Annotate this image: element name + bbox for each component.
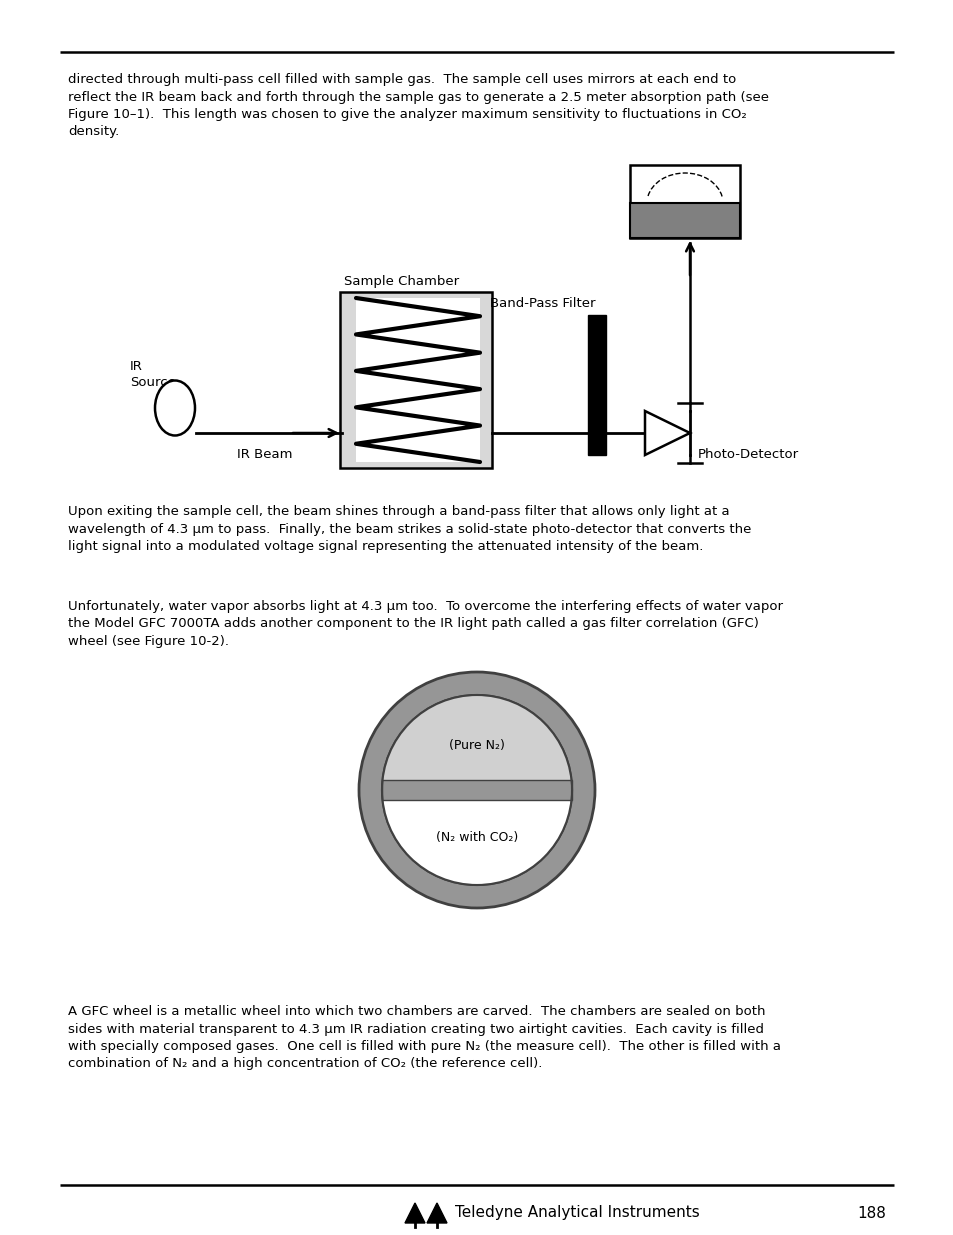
Text: wheel (see Figure 10-2).: wheel (see Figure 10-2). xyxy=(68,635,229,648)
Circle shape xyxy=(358,672,595,908)
Bar xyxy=(629,203,740,238)
Text: Teledyne Analytical Instruments: Teledyne Analytical Instruments xyxy=(455,1205,699,1220)
Text: Photo-Detector: Photo-Detector xyxy=(698,448,799,461)
Bar xyxy=(381,781,572,800)
Text: reflect the IR beam back and forth through the sample gas to generate a 2.5 mete: reflect the IR beam back and forth throu… xyxy=(68,90,768,104)
Text: with specially composed gases.  One cell is filled with pure N₂ (the measure cel: with specially composed gases. One cell … xyxy=(68,1040,781,1053)
Text: Unfortunately, water vapor absorbs light at 4.3 μm too.  To overcome the interfe: Unfortunately, water vapor absorbs light… xyxy=(68,600,782,613)
Text: IR
Source: IR Source xyxy=(130,361,175,389)
Text: density.: density. xyxy=(68,126,119,138)
Text: Band-Pass Filter: Band-Pass Filter xyxy=(490,296,595,310)
Bar xyxy=(355,298,479,462)
Text: sides with material transparent to 4.3 μm IR radiation creating two airtight cav: sides with material transparent to 4.3 μ… xyxy=(68,1023,763,1035)
Polygon shape xyxy=(644,411,689,454)
Bar xyxy=(629,165,740,238)
Polygon shape xyxy=(381,695,572,790)
Bar xyxy=(339,291,492,468)
Text: IR Beam: IR Beam xyxy=(236,448,293,461)
Text: directed through multi-pass cell filled with sample gas.  The sample cell uses m: directed through multi-pass cell filled … xyxy=(68,73,736,86)
Text: light signal into a modulated voltage signal representing the attenuated intensi: light signal into a modulated voltage si… xyxy=(68,540,702,553)
Polygon shape xyxy=(427,1203,447,1223)
Text: Upon exiting the sample cell, the beam shines through a band-pass filter that al: Upon exiting the sample cell, the beam s… xyxy=(68,505,729,517)
Circle shape xyxy=(381,695,572,885)
Ellipse shape xyxy=(154,380,194,436)
Text: A GFC wheel is a metallic wheel into which two chambers are carved.  The chamber: A GFC wheel is a metallic wheel into whi… xyxy=(68,1005,764,1018)
Text: wavelength of 4.3 μm to pass.  Finally, the beam strikes a solid-state photo-det: wavelength of 4.3 μm to pass. Finally, t… xyxy=(68,522,751,536)
Text: (Pure N₂): (Pure N₂) xyxy=(449,739,504,752)
Polygon shape xyxy=(405,1203,424,1223)
Text: the Model GFC 7000TA adds another component to the IR light path called a gas fi: the Model GFC 7000TA adds another compon… xyxy=(68,618,758,631)
Text: combination of N₂ and a high concentration of CO₂ (the reference cell).: combination of N₂ and a high concentrati… xyxy=(68,1057,542,1071)
Text: 188: 188 xyxy=(856,1205,885,1220)
Text: (N₂ with CO₂): (N₂ with CO₂) xyxy=(436,831,517,845)
Text: Figure 10–1).  This length was chosen to give the analyzer maximum sensitivity t: Figure 10–1). This length was chosen to … xyxy=(68,107,746,121)
Polygon shape xyxy=(381,790,572,885)
Text: Sample Chamber: Sample Chamber xyxy=(344,275,458,288)
Bar xyxy=(587,315,605,454)
